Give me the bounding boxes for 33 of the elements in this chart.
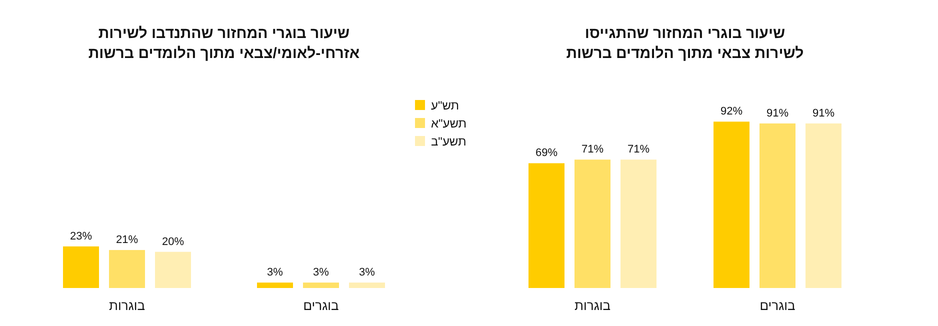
x-tick-label: בוגרות [574,298,611,313]
data-label: 23% [70,230,92,242]
chart-title: שיעור בוגרי המחזור שהתנדבו לשירות אזרחי-לאומי/צבאי מתוך הלומדים ברשות [87,24,361,64]
bar [155,252,191,288]
bar [574,160,610,288]
bar [620,160,656,288]
bar [63,246,99,288]
legend-label: תשע"א [431,116,467,130]
data-label: 3% [313,266,330,279]
chart-title: שיעור בוגרי המחזור שהתגייסו לשירות צבאי מתוך הלומדים ברשות [565,24,805,64]
data-label: 21% [116,234,138,246]
data-label: 91% [766,107,789,120]
data-label: 3% [359,266,376,279]
legend-label: תש"ע [431,98,460,112]
data-label: 71% [581,144,604,156]
legend-label: תשע"ב [431,134,466,148]
bar [760,123,796,288]
bar [806,123,842,288]
bar [109,250,145,288]
data-label: 69% [535,147,558,160]
data-label: 20% [162,236,184,248]
x-tick-label: בוגרים [303,298,339,313]
data-label: 3% [267,266,284,279]
bar [303,282,339,288]
x-tick-label: בוגרות [109,298,146,313]
bar [528,163,564,288]
data-label: 91% [812,107,835,120]
data-label: 92% [720,106,743,118]
bar [714,122,750,288]
bar [349,282,385,288]
bar [257,282,293,288]
data-label: 71% [627,144,650,156]
x-tick-label: בוגרים [760,298,796,313]
